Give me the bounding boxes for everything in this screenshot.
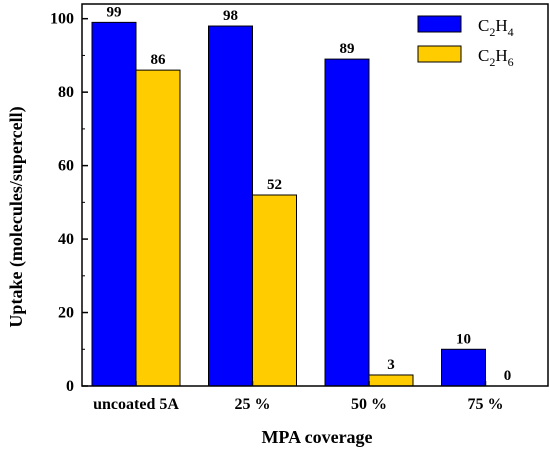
data-label-c2h6-1: 52 [267,177,282,193]
bar-c2h6-0 [135,69,181,387]
data-label-c2h6-3: 0 [504,368,512,384]
x-tick-label: 50 % [351,396,387,413]
bars-group [91,21,486,387]
data-label-c2h6-0: 86 [151,52,167,68]
y-tick-label: 60 [58,158,74,175]
y-tick-label: 100 [50,11,74,28]
y-tick-label: 40 [58,231,74,248]
data-label-c2h4-0: 99 [107,4,122,20]
bar-c2h4-0 [91,21,137,387]
y-tick-label: 0 [66,378,74,395]
x-tick-label: uncoated 5A [93,396,179,413]
bar-c2h4-2 [324,58,370,387]
data-label-c2h4-2: 89 [340,41,355,57]
data-label-c2h4-3: 10 [456,331,471,347]
legend-swatch-c2h6 [417,45,462,63]
data-label-c2h6-2: 3 [387,357,395,373]
y-tick-label: 80 [58,84,74,101]
x-tick-label: 25 % [235,396,271,413]
bar-c2h6-1 [252,194,297,387]
x-tick-label: 75 % [468,396,504,413]
bar-c2h4-1 [208,25,253,387]
data-label-c2h4-1: 98 [223,8,238,24]
legend: C2H4 C2H6 [417,15,514,69]
y-tick-label: 20 [58,305,74,322]
bar-c2h4-3 [441,348,486,387]
legend-swatch-c2h4 [417,15,462,33]
y-axis-title: Uptake (molecules/supercell) [6,106,27,327]
data-labels-group: 99 86 98 52 89 3 10 0 [107,4,512,384]
bar-c2h6-2 [368,374,414,387]
legend-label-c2h6: C2H6 [478,46,514,69]
legend-label-c2h4: C2H4 [478,16,514,39]
x-axis-title: MPA coverage [261,427,372,447]
plot-frame [81,3,549,387]
